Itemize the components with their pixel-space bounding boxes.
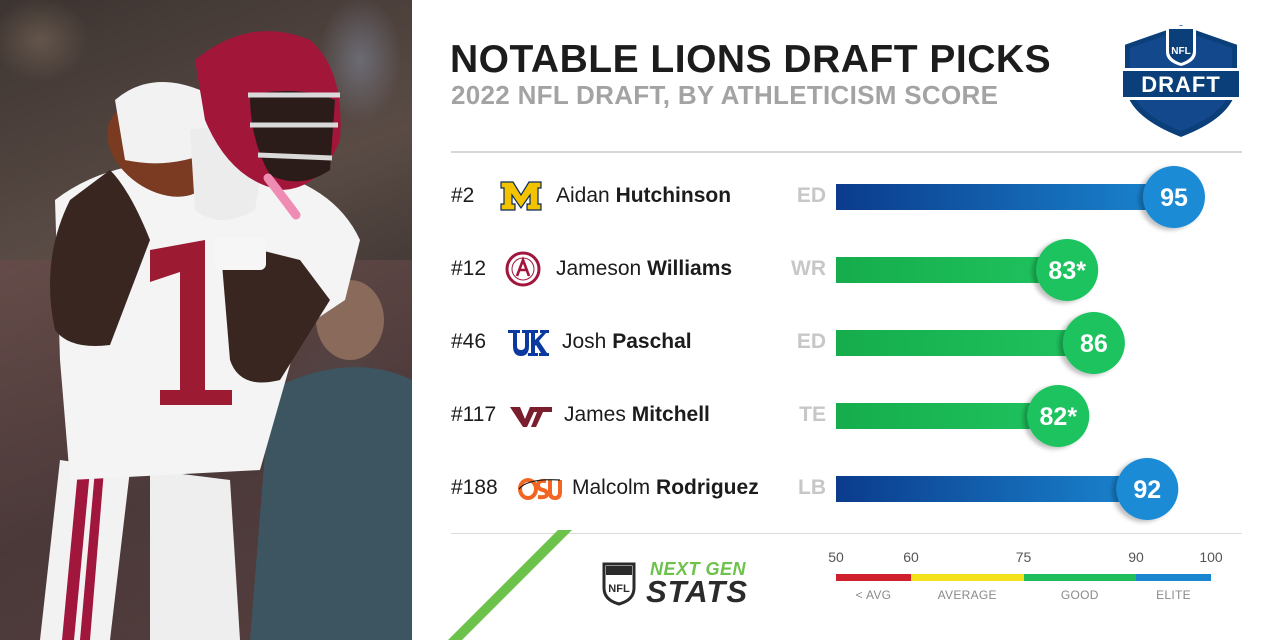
chart-subtitle: 2022 NFL DRAFT, BY ATHLETICISM SCORE [451,80,999,110]
chart-footer-divider [451,533,1242,534]
position-label: ED [796,184,826,207]
player-name: Josh Paschal [562,312,692,372]
receiver-figure [40,31,412,640]
legend-tick-label: 100 [1199,549,1223,565]
position-label: WR [791,257,826,280]
table-row: #117 James Mitchell TE [0,385,1280,445]
legend-tier-bar [911,574,1024,581]
table-row: #12 Jameson Williams WR [0,239,1280,299]
player-first-name: James [564,403,626,426]
player-first-name: Jameson [556,257,642,280]
player-first-name: Aidan [556,184,610,207]
alabama-crest-icon [505,251,541,287]
kentucky-uk-icon [508,330,549,356]
brand-shield-text: NFL [608,583,630,595]
score-badge [1143,166,1205,228]
legend-tier-label: AVERAGE [937,588,997,602]
bar [836,257,1068,283]
player-last-name: Mitchell [631,403,710,426]
score-badge [1062,312,1125,374]
score-label: 83* [1048,257,1086,285]
position-label: LB [798,476,826,499]
nfl-shield-icon: NFL [602,562,636,606]
virginia-tech-vt-icon [510,407,552,427]
legend-tick-label: 75 [1015,549,1032,565]
logo-shield-text: NFL [1171,46,1190,57]
michigan-block-m-icon [500,181,542,211]
legend-tier-label: ELITE [1156,588,1191,602]
position-label: TE [799,403,826,426]
nfl-draft-logo: NFL DRAFT [1120,22,1242,140]
score-badge [1027,385,1090,447]
pick-number: #2 [451,184,475,207]
bar [836,476,1148,502]
player-photo [0,0,412,640]
player-last-name: Williams [647,257,733,280]
table-row: #2 Aidan Hutchinson ED [0,166,1280,226]
player-first-name: Josh [562,330,607,353]
pick-number: #188 [451,476,498,499]
player-name: James Mitchell [564,385,710,445]
logo-banner-text: DRAFT [1141,72,1221,97]
position-label: ED [796,330,826,353]
player-first-name: Malcolm [572,476,651,499]
player-name: Malcolm Rodriguez [572,458,759,518]
legend-tier-label: GOOD [1060,588,1099,602]
player-last-name: Hutchinson [615,184,732,207]
score-label: 86 [1080,330,1108,358]
score-label: 92 [1133,476,1161,504]
player-name: Jameson Williams [556,239,732,299]
bar [836,184,1174,210]
player-last-name: Paschal [612,330,692,353]
legend-tick-label: 60 [903,549,919,565]
pick-number: #117 [451,403,497,426]
legend-tier-bar [1023,574,1136,581]
score-badge [1116,458,1179,520]
legend-tick-label: 50 [828,549,844,565]
bar [836,403,1059,429]
legend-tier-bar [836,574,911,581]
score-label: 82* [1040,403,1078,431]
bar [836,330,1094,356]
header-divider [451,151,1242,153]
table-row: #46 Josh Paschal ED [0,312,1280,372]
brand-stats: STATS [646,574,749,609]
chart-title: NOTABLE LIONS DRAFT PICKS [450,38,1052,81]
legend-tier-bar [1136,574,1211,581]
oklahoma-state-osu-icon [518,478,562,501]
player-last-name: Rodriguez [656,476,759,499]
score-label: 95 [1160,184,1188,212]
brand-next-gen: NEXT GEN [650,559,747,579]
table-row: #188 Malcolm Rodriguez LB [0,458,1280,518]
pick-number: #46 [451,330,487,353]
pick-number: #12 [451,257,487,280]
legend-tick-label: 90 [1128,549,1144,565]
score-badge [1036,239,1099,301]
green-slash-decoration [448,530,572,640]
player-name: Aidan Hutchinson [556,166,731,226]
legend-tier-label: < AVG [855,588,892,602]
